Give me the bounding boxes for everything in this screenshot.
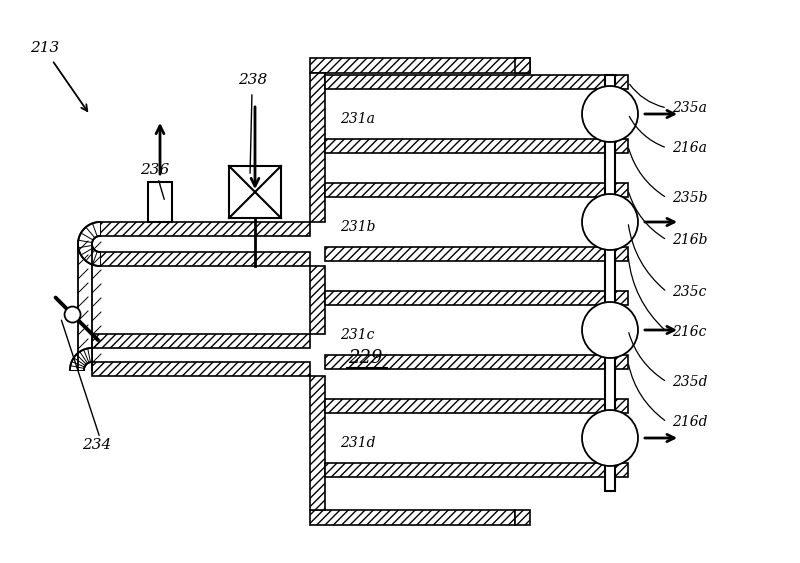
Bar: [615, 291, 628, 305]
Bar: [325, 183, 615, 197]
Text: 235c: 235c: [672, 285, 706, 299]
Bar: [325, 139, 615, 153]
Text: 235a: 235a: [672, 101, 707, 115]
Bar: [310, 510, 515, 525]
Bar: [615, 399, 628, 413]
Bar: [325, 247, 615, 261]
Bar: [310, 376, 325, 510]
Circle shape: [65, 306, 81, 323]
Text: 216a: 216a: [672, 141, 707, 155]
Bar: [100, 222, 310, 236]
Bar: [325, 291, 615, 305]
Circle shape: [582, 194, 638, 250]
Text: 235d: 235d: [672, 375, 707, 389]
Bar: [615, 75, 628, 89]
Bar: [615, 355, 628, 369]
Bar: [325, 399, 615, 413]
Polygon shape: [70, 348, 92, 370]
Bar: [615, 463, 628, 477]
Bar: [100, 252, 310, 266]
Bar: [615, 247, 628, 261]
Text: 238: 238: [238, 73, 267, 87]
Bar: [310, 266, 325, 334]
Bar: [310, 58, 530, 73]
Circle shape: [582, 302, 638, 358]
Bar: [310, 73, 325, 222]
Bar: [148, 182, 172, 222]
Bar: [615, 139, 628, 153]
Bar: [325, 75, 615, 89]
Bar: [92, 362, 310, 376]
Text: 231b: 231b: [340, 220, 375, 234]
Bar: [325, 463, 615, 477]
Bar: [325, 355, 615, 369]
Text: 231c: 231c: [340, 328, 374, 342]
Text: 234: 234: [82, 438, 111, 452]
Bar: [515, 58, 530, 73]
Bar: [229, 166, 281, 218]
Polygon shape: [78, 222, 100, 266]
Text: 236: 236: [140, 163, 170, 177]
Text: 213: 213: [30, 41, 59, 55]
Circle shape: [582, 86, 638, 142]
Circle shape: [582, 410, 638, 466]
Text: 229: 229: [348, 349, 382, 367]
Text: 231d: 231d: [340, 436, 375, 450]
Text: 235b: 235b: [672, 191, 707, 205]
Text: 231a: 231a: [340, 112, 375, 126]
Bar: [605, 75, 615, 491]
Bar: [615, 183, 628, 197]
Text: 216d: 216d: [672, 415, 707, 429]
Bar: [92, 334, 310, 348]
Bar: [515, 510, 530, 525]
Text: 216c: 216c: [672, 325, 706, 339]
Text: 216b: 216b: [672, 233, 707, 247]
